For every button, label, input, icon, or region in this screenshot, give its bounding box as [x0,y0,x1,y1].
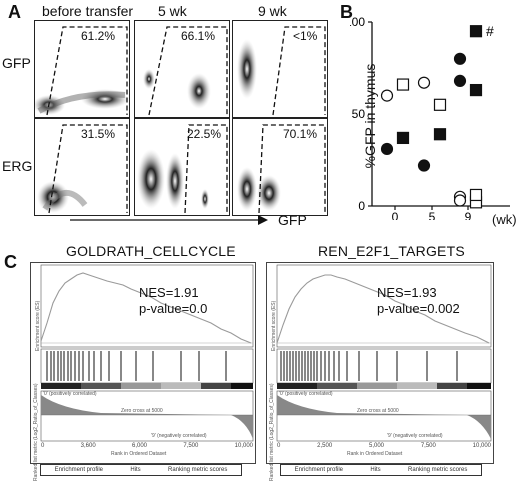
gsea-right-xticks: 0 2,500 5,000 7,500 10,000 [277,443,491,449]
gsea-right-xtick: 2,500 [317,443,333,449]
x-tick-label: 5 [429,210,436,220]
gsea-right-xtick: 10,000 [472,443,491,449]
pct-erg-9wk: 70.1% [283,127,318,141]
facs-plot-erg-5wk: 22.5% [134,118,230,216]
gsea-right-zero-label: Zero cross at 5000 [357,408,399,414]
gsea-right-ylabel-bottom: Ranked list metric (Log2_Ratio_of_Classe… [269,383,275,481]
y-tick-label: 0 [358,199,365,213]
data-point [453,52,467,65]
gsea-right-pvalue: p-value=0.002 [377,301,460,316]
data-point [417,159,431,172]
facs-plot-erg-before: 31.5% [34,118,130,216]
legend-hits: Hits [370,467,381,473]
legend-ranking-metric: Ranking metric scores [407,467,468,473]
data-point [396,78,410,91]
gsea-left-pos-label: '0' (positively correlated) [43,391,97,397]
data-point [417,76,431,89]
column-label-9wk: 9 wk [258,3,287,19]
gsea-right-neg-label: '9' (negatively correlated) [387,433,443,439]
gsea-left-nes: NES=1.91 [139,285,199,300]
x-tick-label: 0 [392,210,399,220]
gsea-left-xticks: 0 3,600 6,000 7,500 10,000 [41,443,253,449]
gsea-right-graphic [276,264,492,442]
data-point [380,89,394,102]
row-label-erg: ERG [2,158,33,174]
panel-c-label: C [4,252,17,272]
data-point [469,25,483,38]
marker-hash-label: # [486,23,494,39]
data-point [469,83,483,97]
data-point [453,74,467,87]
scatter-plot: 0 50 100 0 5 9 # [350,15,510,220]
panel-b-label: B [340,2,353,22]
pct-gfp-5wk: 66.1% [181,29,216,43]
gsea-left-xtick: 3,600 [80,443,96,449]
gsea-right-title: REN_E2F1_TARGETS [318,243,465,259]
gsea-left-title: GOLDRATH_CELLCYCLE [66,243,236,259]
gfp-axis-label: GFP [278,212,307,228]
data-point [453,194,467,207]
row-label-gfp: GFP [2,55,31,71]
pct-gfp-before: 61.2% [81,29,116,43]
pct-gfp-9wk: <1% [293,29,318,43]
gsea-right-xtick: 0 [277,443,281,449]
facs-plot-gfp-before: 61.2% [34,20,130,118]
column-label-before: before transfer [42,3,134,19]
data-point [380,142,394,156]
gsea-left-pvalue: p-value=0.0 [139,301,208,316]
gsea-right-nes: NES=1.93 [377,285,437,300]
y-tick-label: 100 [350,15,365,29]
panel-a-label: A [8,2,21,22]
gsea-right-pos-label: '0' (positively correlated) [279,391,333,397]
pct-erg-before: 31.5% [81,127,116,141]
gsea-right-xtick: 5,000 [368,443,384,449]
column-label-5wk: 5 wk [158,3,187,19]
facs-plot-gfp-9wk: <1% [232,20,328,118]
data-point [396,131,410,145]
gsea-left-legend: Enrichment profile Hits Ranking metric s… [40,464,242,476]
gfp-axis-arrow [70,215,268,225]
gsea-right-plot: NES=1.93 p-value=0.002 '0' (positively c… [266,262,494,481]
gsea-left-graphic [40,264,254,442]
gsea-left-plot: NES=1.91 p-value=0.0 '0' (positively cor… [30,262,256,481]
data-point [433,98,447,111]
gsea-left-xlabel: Rank in Ordered Dataset [111,451,167,457]
legend-ranking-metric: Ranking metric scores [167,467,228,473]
legend-hits: Hits [130,467,141,473]
gsea-right-legend: Enrichment profile Hits Ranking metric s… [280,464,482,476]
gsea-left-neg-label: '9' (negatively correlated) [151,433,207,439]
legend-enrichment-profile: Enrichment profile [54,467,104,473]
x-unit-label: (wk) [492,212,517,227]
gsea-left-xtick: 7,500 [183,443,199,449]
facs-plot-erg-9wk: 70.1% [232,118,328,216]
gsea-left-xtick: 0 [41,443,45,449]
gsea-left-xtick: 6,000 [131,443,147,449]
y-tick-label: 50 [352,107,366,121]
data-point [469,188,483,202]
x-tick-label: 9 [465,210,472,220]
facs-plot-gfp-5wk: 66.1% [134,20,230,118]
gsea-right-xtick: 7,500 [420,443,436,449]
pct-erg-5wk: 22.5% [187,127,222,141]
gsea-right-xlabel: Rank in Ordered Dataset [347,451,403,457]
data-point [433,128,447,141]
legend-enrichment-profile: Enrichment profile [294,467,344,473]
gsea-left-ylabel-bottom: Ranked list metric (Log2_Ratio_of_Classe… [33,383,39,481]
gsea-left-zero-label: Zero cross at 5000 [121,408,163,414]
gsea-left-xtick: 10,000 [234,443,253,449]
